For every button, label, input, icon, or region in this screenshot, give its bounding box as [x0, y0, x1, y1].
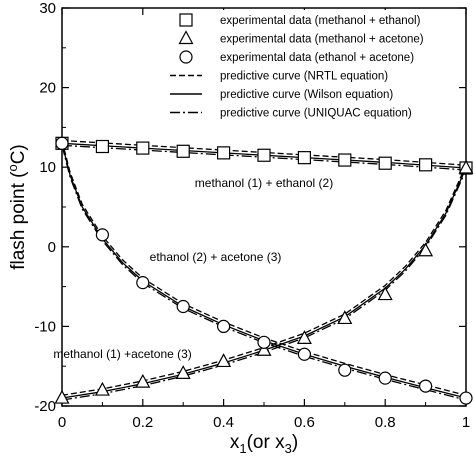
- y-tick-label: 30: [39, 0, 56, 17]
- x-axis-title: x1(or x3): [230, 432, 298, 456]
- x-tick-label: 1: [462, 414, 470, 431]
- wilson-curve: [61, 167, 467, 399]
- triangle-data-point: [337, 310, 353, 325]
- annotations: methanol (1) + ethanol (2) ethanol (2) + …: [53, 176, 333, 361]
- circle-data-point: [459, 391, 473, 405]
- legend-label: predictive curve (Wilson equation): [220, 89, 393, 101]
- curve-annotation: ethanol (2) + acetone (3): [150, 250, 282, 264]
- legend-label: predictive curve (UNIQUAC equation): [220, 108, 412, 120]
- y-tick-label: -10: [34, 318, 56, 335]
- square-data-point: [297, 151, 311, 165]
- triangle-data-point: [377, 286, 393, 301]
- data-markers: [54, 136, 474, 405]
- uniquac-curve: [61, 145, 467, 401]
- circle-data-point: [419, 379, 433, 393]
- wilson-curve: [61, 143, 467, 399]
- circle-data-point: [338, 363, 352, 377]
- uniquac-curve: [61, 169, 467, 401]
- legend: experimental data (methanol + ethanol) ex…: [170, 10, 452, 128]
- square-data-point: [176, 144, 190, 158]
- circle-data-point: [217, 319, 231, 333]
- x-tick-label: 0: [58, 414, 66, 431]
- x-tick-label: 0.2: [132, 414, 153, 431]
- triangle-data-point: [458, 159, 474, 174]
- circle-data-point: [297, 347, 311, 361]
- circle-data-point: [378, 371, 392, 385]
- square-data-point: [95, 139, 110, 154]
- triangle-data-point: [135, 373, 151, 388]
- triangle-data-point: [216, 353, 232, 368]
- square-data-point: [378, 156, 392, 170]
- y-tick-label: 20: [39, 80, 56, 97]
- legend-circle-marker: [179, 50, 193, 64]
- legend-triangle-marker: [178, 30, 194, 45]
- square-data-point: [257, 148, 271, 162]
- y-tick-label: -20: [34, 398, 56, 415]
- x-tick-label: 0.8: [375, 414, 396, 431]
- triangle-data-point: [418, 242, 434, 257]
- triangle-data-point: [256, 342, 272, 356]
- y-tick-label: 0: [48, 239, 56, 256]
- triangle-data-point: [94, 381, 110, 396]
- x-tick-label: 0.6: [294, 414, 315, 431]
- x-tick-label: 0.4: [213, 414, 234, 431]
- legend-background: [174, 10, 452, 128]
- triangle-data-point: [296, 330, 312, 344]
- legend-label: predictive curve (NRTL equation): [220, 71, 388, 83]
- y-axis-title: flash point (oC): [5, 144, 29, 270]
- curve-annotation: methanol (1) +acetone (3): [53, 347, 191, 361]
- triangle-data-point: [54, 389, 70, 404]
- legend-label: experimental data (methanol + acetone): [220, 34, 424, 46]
- circle-data-point: [257, 335, 271, 349]
- square-data-point: [338, 153, 352, 167]
- nrtl-curve: [61, 140, 467, 396]
- square-data-point: [136, 141, 150, 155]
- circle-data-point: [95, 228, 110, 242]
- y-tick-label: 10: [39, 159, 56, 176]
- triangle-data-point: [175, 365, 191, 379]
- legend-label: experimental data (ethanol + acetone): [220, 52, 414, 64]
- legend-label: experimental data (methanol + ethanol): [220, 15, 421, 27]
- curve-annotation: methanol (1) + ethanol (2): [195, 176, 333, 190]
- square-data-point: [419, 158, 433, 172]
- legend-square-marker: [179, 13, 193, 27]
- circle-data-point: [176, 299, 190, 314]
- circle-data-point: [136, 276, 150, 290]
- circle-data-point: [55, 136, 69, 150]
- square-data-point: [217, 146, 231, 160]
